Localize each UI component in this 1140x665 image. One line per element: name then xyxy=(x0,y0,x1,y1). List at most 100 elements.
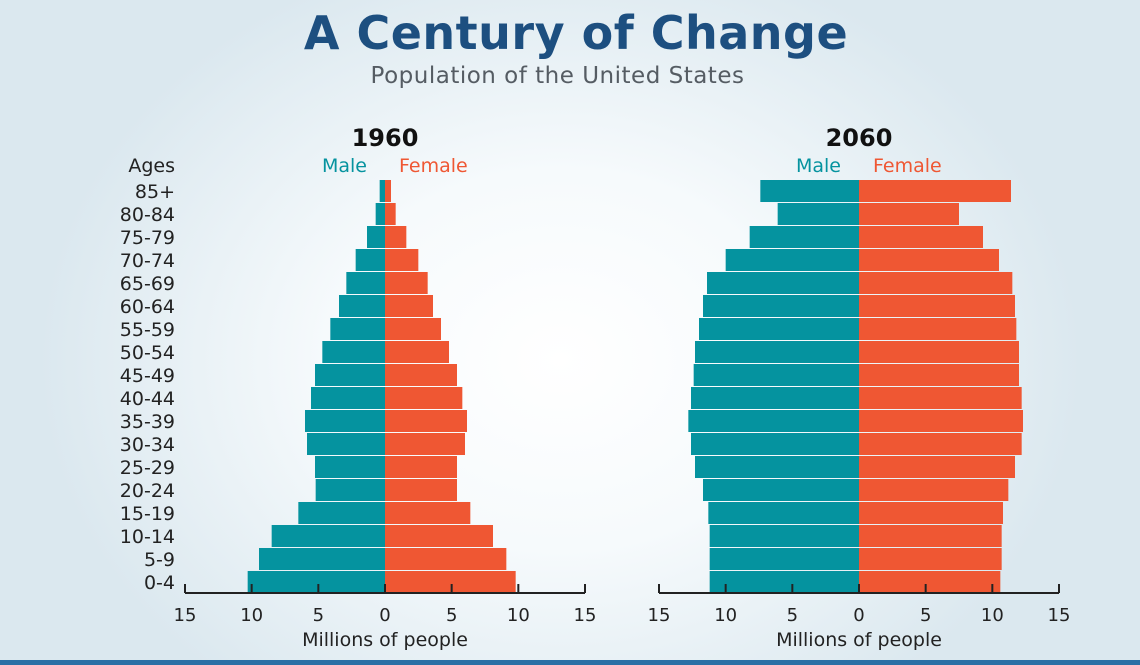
legend-female: Female xyxy=(873,155,942,177)
age-label-30-34: 30-34 xyxy=(120,434,175,456)
bar-female-75-79 xyxy=(859,226,983,248)
bar-female-20-24 xyxy=(859,479,1009,501)
age-label-45-49: 45-49 xyxy=(120,365,175,387)
x-tick-label: 15 xyxy=(1048,605,1071,626)
bar-female-10-14 xyxy=(859,525,1002,547)
year-title-1960: 1960 xyxy=(352,124,419,152)
bar-male-50-54 xyxy=(322,341,385,363)
bar-male-0-4 xyxy=(709,571,859,593)
bar-female-0-4 xyxy=(385,571,516,593)
bar-male-55-59 xyxy=(699,318,859,340)
bar-female-50-54 xyxy=(385,341,449,363)
bar-male-70-74 xyxy=(355,249,385,271)
bar-female-55-59 xyxy=(385,318,441,340)
bar-female-30-34 xyxy=(385,433,465,455)
x-tick-label: 15 xyxy=(174,605,197,626)
bar-male-85+ xyxy=(760,180,859,202)
x-tick-label: 0 xyxy=(379,605,390,626)
bar-female-35-39 xyxy=(859,410,1023,432)
bar-male-80-84 xyxy=(777,203,859,225)
x-tick-label: 5 xyxy=(920,605,931,626)
bar-male-5-9 xyxy=(259,548,385,570)
bar-female-80-84 xyxy=(385,203,396,225)
age-label-65-69: 65-69 xyxy=(120,273,175,295)
legend-male: Male xyxy=(322,155,367,177)
bar-female-15-19 xyxy=(859,502,1003,524)
bar-female-15-19 xyxy=(385,502,471,524)
bar-female-60-64 xyxy=(385,295,433,317)
age-axis-label: Ages xyxy=(128,155,175,177)
bar-male-20-24 xyxy=(315,479,385,501)
legend-male: Male xyxy=(796,155,841,177)
bar-female-70-74 xyxy=(859,249,999,271)
bar-female-5-9 xyxy=(859,548,1002,570)
bar-female-55-59 xyxy=(859,318,1017,340)
x-tick-label: 10 xyxy=(714,605,737,626)
bar-male-15-19 xyxy=(708,502,859,524)
bar-male-65-69 xyxy=(346,272,385,294)
age-label-0-4: 0-4 xyxy=(144,572,175,594)
bar-male-45-49 xyxy=(693,364,859,386)
bottom-border xyxy=(0,660,1140,665)
bar-male-30-34 xyxy=(691,433,859,455)
bar-female-80-84 xyxy=(859,203,959,225)
age-label-75-79: 75-79 xyxy=(120,227,175,249)
bar-male-75-79 xyxy=(367,226,385,248)
bar-female-60-64 xyxy=(859,295,1015,317)
x-tick-label: 0 xyxy=(853,605,864,626)
bar-female-45-49 xyxy=(859,364,1019,386)
age-label-25-29: 25-29 xyxy=(120,457,175,479)
x-tick-label: 5 xyxy=(446,605,457,626)
chart-title: A Century of Change xyxy=(303,6,849,60)
bar-female-65-69 xyxy=(859,272,1013,294)
x-tick-label: 10 xyxy=(981,605,1004,626)
age-label-70-74: 70-74 xyxy=(120,250,175,272)
x-tick-label: 15 xyxy=(574,605,597,626)
year-title-2060: 2060 xyxy=(826,124,893,152)
x-axis-label: Millions of people xyxy=(302,629,468,651)
bar-male-30-34 xyxy=(307,433,385,455)
age-label-60-64: 60-64 xyxy=(120,296,175,318)
bar-male-60-64 xyxy=(339,295,385,317)
x-tick-label: 5 xyxy=(787,605,798,626)
x-axis-label: Millions of people xyxy=(776,629,942,651)
bar-male-35-39 xyxy=(305,410,385,432)
bar-female-85+ xyxy=(385,180,391,202)
x-tick-label: 10 xyxy=(240,605,263,626)
bar-male-0-4 xyxy=(247,571,385,593)
bar-female-0-4 xyxy=(859,571,1001,593)
bar-female-25-29 xyxy=(385,456,457,478)
bar-male-10-14 xyxy=(271,525,385,547)
bar-male-15-19 xyxy=(298,502,385,524)
bar-male-5-9 xyxy=(709,548,859,570)
bar-male-85+ xyxy=(379,180,385,202)
bar-male-35-39 xyxy=(688,410,859,432)
bar-male-55-59 xyxy=(330,318,385,340)
bar-male-25-29 xyxy=(695,456,859,478)
bar-male-60-64 xyxy=(703,295,859,317)
bar-female-50-54 xyxy=(859,341,1019,363)
bar-female-40-44 xyxy=(859,387,1022,409)
bar-male-45-49 xyxy=(315,364,385,386)
age-label-20-24: 20-24 xyxy=(120,480,175,502)
bar-female-45-49 xyxy=(385,364,457,386)
bar-female-30-34 xyxy=(859,433,1022,455)
bar-male-65-69 xyxy=(707,272,859,294)
bar-female-25-29 xyxy=(859,456,1015,478)
bar-female-35-39 xyxy=(385,410,467,432)
bar-male-25-29 xyxy=(315,456,385,478)
bar-male-70-74 xyxy=(725,249,859,271)
bar-male-75-79 xyxy=(749,226,859,248)
bar-male-20-24 xyxy=(703,479,859,501)
age-label-40-44: 40-44 xyxy=(120,388,175,410)
age-label-50-54: 50-54 xyxy=(120,342,175,364)
bar-female-40-44 xyxy=(385,387,463,409)
age-label-35-39: 35-39 xyxy=(120,411,175,433)
age-label-85+: 85+ xyxy=(135,181,175,203)
x-tick-label: 15 xyxy=(648,605,671,626)
bar-male-40-44 xyxy=(311,387,385,409)
bar-female-70-74 xyxy=(385,249,419,271)
x-tick-label: 5 xyxy=(313,605,324,626)
age-label-55-59: 55-59 xyxy=(120,319,175,341)
